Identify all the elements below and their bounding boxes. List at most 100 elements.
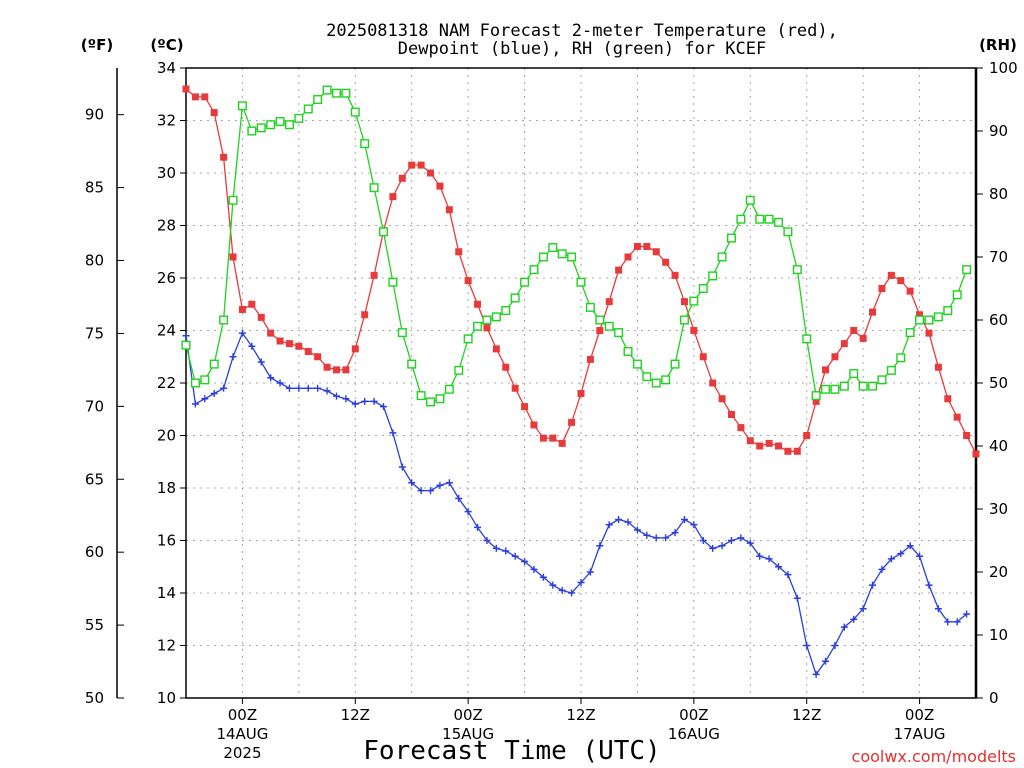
rh-point: [886, 365, 896, 375]
temperature-point: [831, 353, 839, 361]
temperature-point: [633, 243, 641, 250]
dewpoint-point: [934, 605, 942, 613]
rh-tick-label: 30: [989, 500, 1008, 518]
rh-point: [350, 107, 360, 117]
dewpoint-point: [916, 552, 924, 560]
fahrenheit-tick-label: 60: [85, 543, 104, 561]
temperature-point: [671, 271, 679, 279]
dewpoint-point: [295, 384, 303, 392]
rh-point: [802, 334, 812, 344]
temperature-point: [361, 311, 369, 319]
dewpoint-point: [276, 379, 284, 387]
dewpoint-point: [803, 642, 811, 649]
temperature-point: [295, 342, 303, 350]
temperature-point: [314, 353, 322, 361]
rh-point: [548, 243, 558, 253]
dewpoint-point: [765, 555, 773, 563]
rh-point: [877, 375, 887, 385]
dewpoint-point: [248, 342, 256, 350]
temperature-point: [285, 340, 293, 348]
temperature-point: [427, 169, 435, 177]
rh-point: [952, 290, 962, 300]
chart-title-line1: 2025081318 NAM Forecast 2-meter Temperat…: [326, 21, 838, 41]
rh-point: [585, 302, 595, 312]
temperature-point: [521, 403, 529, 411]
rh-point: [407, 359, 417, 369]
dewpoint-point: [953, 618, 961, 626]
rh-point: [256, 123, 266, 133]
temperature-point: [737, 424, 745, 432]
temperature-point: [756, 442, 764, 450]
rh-point: [416, 391, 426, 401]
dewpoint-point: [455, 495, 463, 502]
temperature-point: [662, 258, 670, 266]
rh-tick-label: 50: [989, 374, 1008, 392]
dewpoint-point: [586, 568, 594, 576]
temperature-point: [972, 450, 980, 458]
temperature-point: [191, 93, 199, 101]
rh-tick-label: 100: [989, 59, 1018, 77]
dewpoint-point: [267, 374, 275, 382]
temperature-point: [605, 298, 613, 306]
temperature-point: [812, 397, 820, 405]
rh-point: [294, 113, 304, 123]
celsius-tick-label: 12: [157, 637, 176, 655]
rh-point: [454, 365, 464, 375]
temperature-point: [577, 390, 585, 397]
rh-point: [736, 214, 746, 224]
axes: [116, 67, 983, 704]
rh-point: [520, 277, 530, 287]
temperature-point: [229, 253, 237, 261]
dewpoint-point: [398, 463, 406, 471]
temperature-point: [398, 174, 406, 182]
dewpoint-point: [643, 531, 651, 539]
x-tick-label: 12Z: [566, 706, 595, 724]
temperature-point: [568, 418, 576, 426]
rh-point: [858, 381, 868, 391]
dewpoint-point: [474, 523, 482, 531]
rh-point: [962, 265, 972, 275]
dewpoint-point: [662, 534, 670, 542]
rh-point: [379, 227, 389, 237]
celsius-tick-label: 26: [157, 269, 176, 287]
temperature-point: [445, 206, 453, 214]
dewpoint-point: [304, 384, 312, 392]
x-tick-date-label: 17AUG: [894, 725, 946, 743]
dewpoint-point: [596, 542, 604, 550]
dewpoint-point: [887, 555, 895, 563]
rh-point: [219, 315, 229, 325]
rh-tick-label: 90: [989, 122, 1008, 140]
dewpoint-point: [257, 358, 265, 366]
temperature-point: [916, 311, 924, 319]
dewpoint-point: [182, 332, 190, 340]
dewpoint-point: [285, 384, 293, 392]
temperature-point: [775, 442, 782, 450]
rh-point: [783, 227, 793, 237]
dewpoint-point: [822, 657, 830, 665]
rh-point: [943, 306, 953, 316]
rh-tick-label: 80: [989, 185, 1008, 203]
dewpoint-point: [492, 544, 500, 552]
rh-point: [689, 296, 699, 306]
x-tick-label: 12Z: [341, 706, 370, 724]
celsius-tick-label: 34: [157, 59, 176, 77]
temperature-point: [878, 285, 886, 292]
rh-point: [576, 277, 586, 287]
dewpoint-point: [944, 618, 952, 626]
temperature-point: [370, 271, 378, 279]
fahrenheit-tick-label: 55: [85, 616, 104, 634]
rh-point: [303, 104, 313, 114]
dewpoint-point: [417, 487, 425, 495]
dewpoint-point: [191, 400, 199, 408]
temperature-point: [652, 248, 660, 256]
x-tick-label: 00Z: [453, 706, 482, 724]
dewpoint-point: [342, 395, 350, 403]
dewpoint-point: [624, 518, 632, 526]
rh-point: [604, 321, 614, 331]
dewpoint-point: [370, 397, 378, 405]
temperature-point: [530, 421, 538, 429]
rh-point: [557, 249, 567, 259]
rh-point: [623, 347, 633, 357]
rh-point: [642, 372, 652, 382]
fahrenheit-tick-label: 70: [85, 397, 104, 415]
